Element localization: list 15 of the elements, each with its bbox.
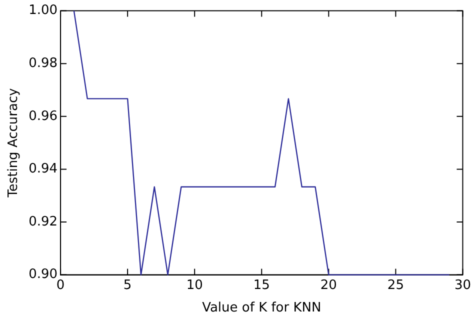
x-tick-label: 5 [123,278,132,293]
y-tick-label: 0.92 [28,214,58,230]
y-tick-label: 0.98 [28,56,58,71]
y-tick-label: 0.96 [28,108,58,124]
x-tick-label: 20 [320,278,337,293]
x-tick-label: 25 [387,278,404,293]
x-tick-label: 15 [253,278,270,293]
x-tick-label: 10 [186,278,203,293]
x-tick-label: 0 [56,278,65,293]
x-tick-label: 30 [454,278,471,293]
y-axis-title: Testing Accuracy [6,88,22,198]
x-axis-title: Value of K for KNN [202,300,322,316]
y-tick-label: 0.94 [28,162,58,177]
y-tick-label: 1.00 [28,3,58,18]
y-tick-label: 0.90 [28,267,58,282]
